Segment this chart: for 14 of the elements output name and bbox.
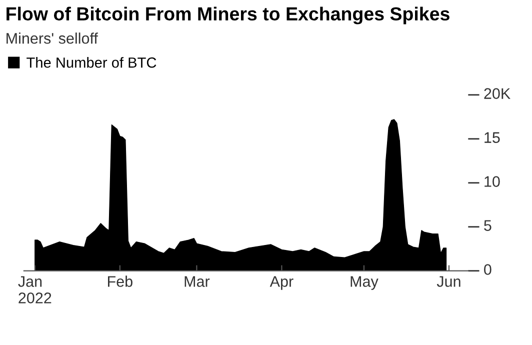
y-tick-label: 20K <box>484 88 510 99</box>
legend-label: The Number of BTC <box>26 57 156 68</box>
y-tick-label: 15 <box>484 132 500 143</box>
x-tick-label: Mar <box>184 276 210 287</box>
y-tick-label: 0 <box>484 264 492 275</box>
x-tick-label: Feb <box>108 276 132 287</box>
chart-title: Flow of Bitcoin From Miners to Exchanges Spikes <box>6 6 450 24</box>
x-tick-label: Jun <box>436 276 460 287</box>
x-tick-label: Apr <box>270 276 294 290</box>
x-tick-label: Jan 2022 <box>18 276 52 304</box>
y-tick-label: 5 <box>484 220 492 231</box>
y-tick-label: 10 <box>484 176 500 187</box>
x-tick-label: May <box>350 276 378 290</box>
chart-subtitle: Miners' selloff <box>6 32 98 44</box>
